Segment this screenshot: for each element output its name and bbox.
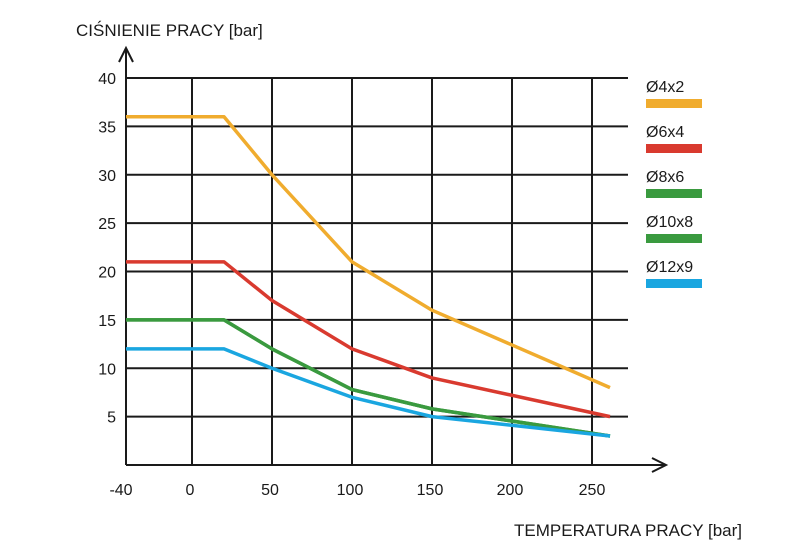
legend-label: Ø12x9 bbox=[646, 259, 693, 276]
legend-swatch bbox=[646, 279, 702, 288]
x-tick-label: 0 bbox=[186, 482, 195, 499]
x-axis-label: TEMPERATURA PRACY [bar] bbox=[514, 521, 742, 540]
y-tick-label: 40 bbox=[98, 71, 116, 88]
y-tick-label: 15 bbox=[98, 313, 116, 330]
series-lines bbox=[125, 114, 611, 438]
legend-swatch bbox=[646, 144, 702, 153]
x-tick-label: -40 bbox=[109, 482, 132, 499]
series-line-5 bbox=[126, 347, 611, 438]
x-axis-arrow-icon bbox=[651, 457, 669, 473]
y-tick-label: 30 bbox=[98, 168, 116, 185]
legend-swatch bbox=[646, 234, 702, 243]
legend-label: Ø4x2 bbox=[646, 79, 684, 96]
legend-label: Ø6x4 bbox=[646, 124, 684, 141]
y-tick-label: 10 bbox=[98, 361, 116, 378]
x-tick-label: 50 bbox=[261, 482, 279, 499]
x-tick-label: 200 bbox=[497, 482, 524, 499]
y-tick-label: 25 bbox=[98, 216, 116, 233]
series-line-2 bbox=[126, 260, 611, 419]
legend-label: Ø10x8 bbox=[646, 214, 693, 231]
y-axis-label: CIŚNIENIE PRACY [bar] bbox=[76, 21, 263, 40]
legend: Ø4x2 Ø6x4 Ø8x6 Ø10x8 Ø12x9 bbox=[646, 79, 702, 288]
legend-label: Ø8x6 bbox=[646, 169, 684, 186]
x-tick-label: 150 bbox=[417, 482, 444, 499]
legend-swatch bbox=[646, 99, 702, 108]
series-line-4 bbox=[126, 318, 611, 438]
x-tick-label: 100 bbox=[337, 482, 364, 499]
y-tick-label: 20 bbox=[98, 265, 116, 282]
legend-swatch bbox=[646, 189, 702, 198]
x-tick-label: 250 bbox=[579, 482, 606, 499]
y-tick-label: 5 bbox=[107, 410, 116, 427]
series-line-3 bbox=[126, 318, 611, 438]
tick-labels: 5 10 15 20 25 30 35 40 -40 0 50 100 150 200 250 bbox=[98, 71, 605, 499]
y-tick-label: 35 bbox=[98, 119, 116, 136]
grid bbox=[126, 77, 628, 465]
y-axis-arrow-icon bbox=[118, 45, 134, 63]
series-line-1 bbox=[126, 114, 611, 390]
